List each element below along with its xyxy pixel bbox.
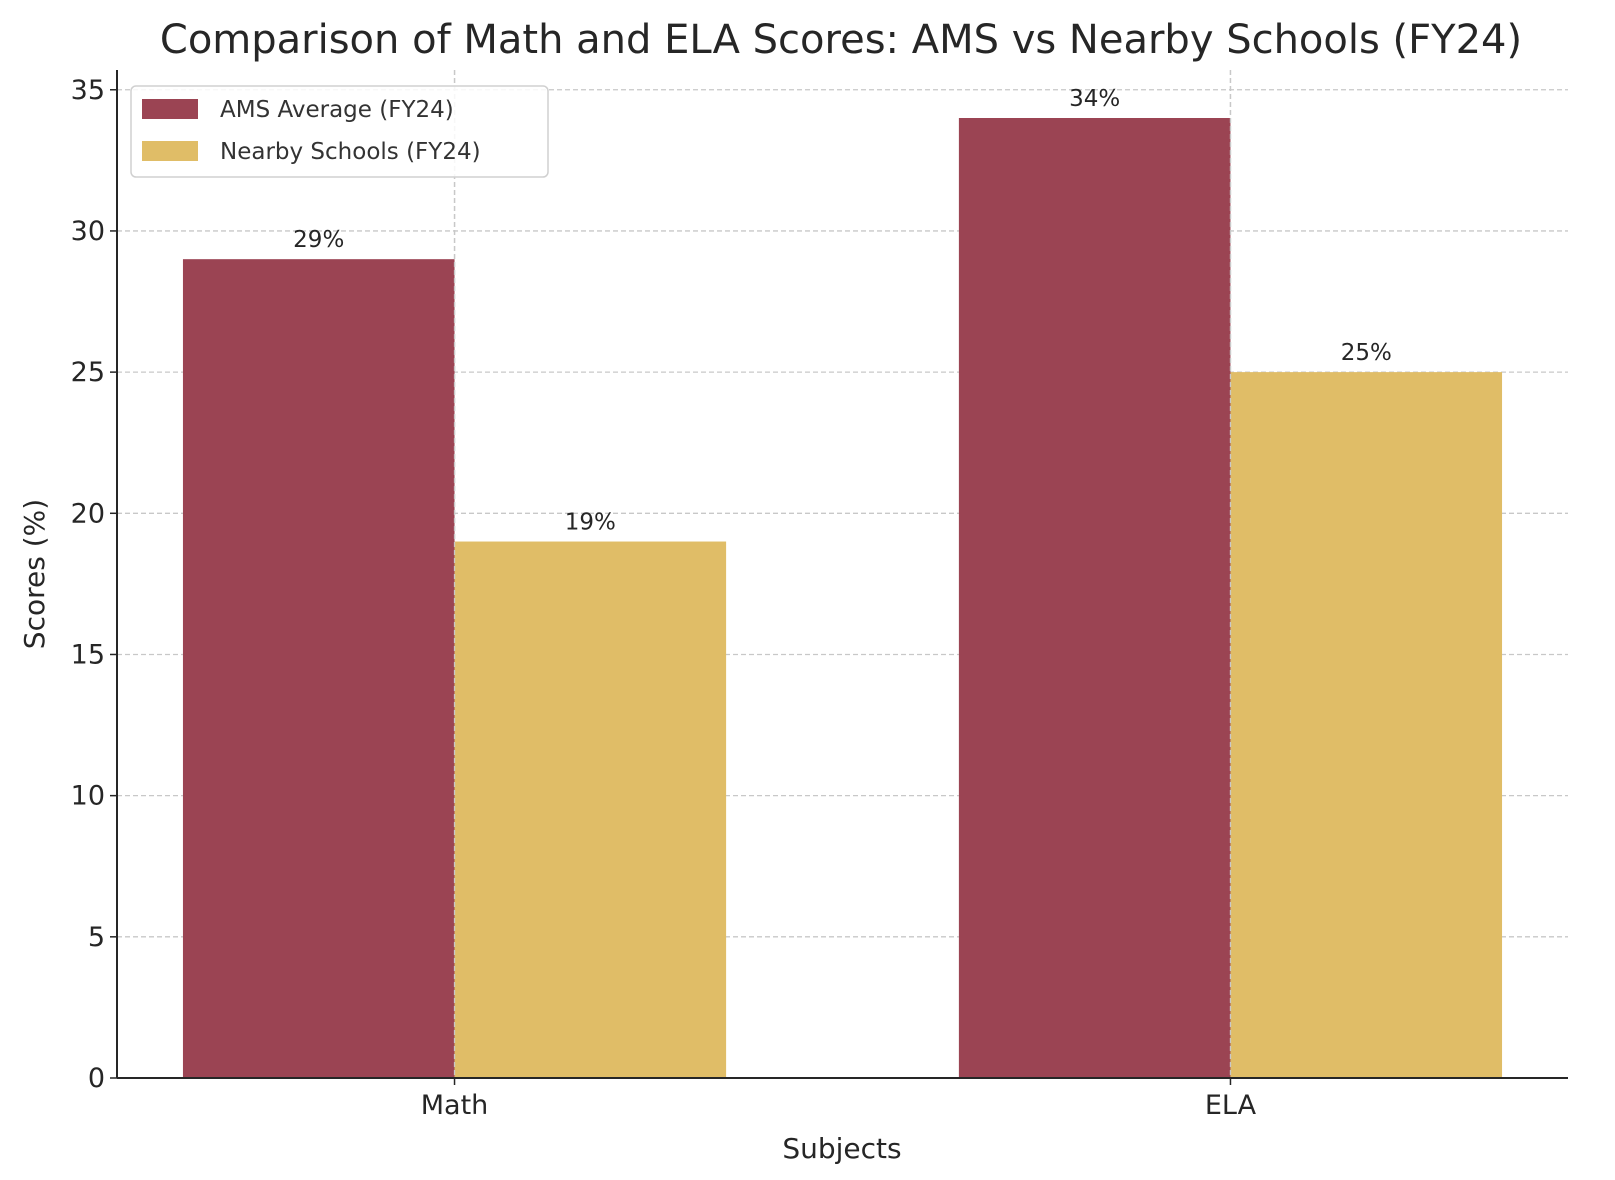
legend-swatch <box>142 141 198 161</box>
y-tick-label: 15 <box>71 639 105 670</box>
legend-box <box>130 85 549 178</box>
legend: AMS Average (FY24) Nearby Schools (FY24) <box>130 85 549 178</box>
y-tick-label: 25 <box>71 357 105 388</box>
x-tick-label: ELA <box>1205 1090 1257 1121</box>
y-tick-label: 10 <box>71 781 105 812</box>
data-label: 25% <box>1341 340 1392 366</box>
bar-ela-0 <box>958 118 1231 1078</box>
y-tick-label: 5 <box>88 922 105 953</box>
data-label: 29% <box>293 227 344 253</box>
y-axis-label: Scores (%) <box>18 499 51 649</box>
y-tick-label: 0 <box>88 1063 105 1094</box>
x-tick-label: Math <box>421 1090 489 1121</box>
y-tick-label: 20 <box>71 498 105 529</box>
y-tick-label: 30 <box>71 216 105 247</box>
bars: 29% 34% 19% 25% <box>182 70 1503 1078</box>
bar-ela-1 <box>1230 372 1503 1078</box>
y-tick-label: 35 <box>71 75 105 106</box>
data-label: 19% <box>565 510 616 536</box>
legend-label: AMS Average (FY24) <box>220 97 454 123</box>
legend-swatch <box>142 99 198 119</box>
chart-title: Comparison of Math and ELA Scores: AMS v… <box>160 17 1522 63</box>
data-label: 34% <box>1069 86 1120 112</box>
axes: 0 5 10 15 20 25 30 35 Math ELA <box>71 70 1568 1121</box>
legend-label: Nearby Schools (FY24) <box>220 139 481 165</box>
bar-math-1 <box>454 541 727 1078</box>
bar-math-0 <box>182 259 455 1078</box>
x-axis-label: Subjects <box>782 1132 901 1165</box>
